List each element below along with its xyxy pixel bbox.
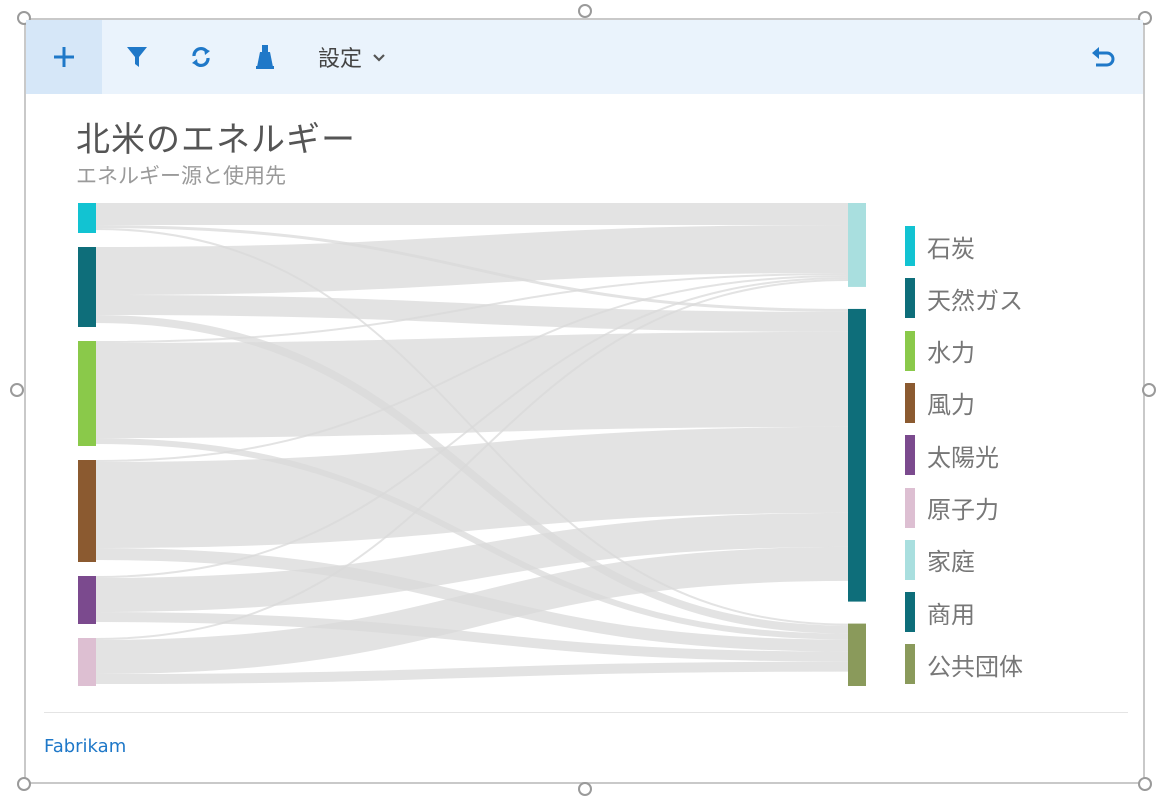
legend-swatch xyxy=(905,644,915,685)
legend-item[interactable]: 商用 xyxy=(905,592,975,633)
sankey-link[interactable] xyxy=(95,546,849,674)
legend-label: 太陽光 xyxy=(927,443,999,472)
resize-handle-bottom-right[interactable] xyxy=(1138,777,1152,791)
legend-swatch xyxy=(905,226,915,266)
filter-button[interactable] xyxy=(122,20,152,94)
sankey-link[interactable] xyxy=(95,277,849,578)
legend-item[interactable]: 風力 xyxy=(905,382,975,423)
undo-button[interactable] xyxy=(1086,20,1120,94)
legend-item[interactable]: 公共団体 xyxy=(905,644,1023,685)
sankey-link[interactable] xyxy=(95,295,849,332)
sankey-link[interactable] xyxy=(95,273,849,343)
clear-format-button[interactable] xyxy=(250,20,280,94)
brush-icon xyxy=(256,45,274,69)
add-icon xyxy=(54,47,74,67)
sankey-node[interactable] xyxy=(848,203,866,287)
sankey-node[interactable] xyxy=(78,247,96,327)
legend-swatch xyxy=(905,539,915,580)
legend-swatch xyxy=(905,382,915,423)
sankey-node[interactable] xyxy=(848,308,866,602)
sankey-link[interactable] xyxy=(95,426,849,548)
legend-label: 石炭 xyxy=(927,234,975,263)
legend-item[interactable]: 家庭 xyxy=(905,539,975,580)
sankey-link[interactable] xyxy=(95,661,849,684)
resize-handle-bottom-left[interactable] xyxy=(17,777,31,791)
chart-subtitle: エネルギー源と使用先 xyxy=(76,164,286,188)
resize-handle-bottom-center[interactable] xyxy=(578,782,592,796)
sankey-link[interactable] xyxy=(95,275,849,462)
legend-swatch xyxy=(905,435,915,476)
legend-label: 天然ガス xyxy=(927,286,1023,315)
sankey-node[interactable] xyxy=(78,460,96,562)
sankey-link[interactable] xyxy=(95,512,849,612)
undo-icon xyxy=(1092,47,1115,67)
legend-label: 公共団体 xyxy=(927,652,1023,681)
sankey-link[interactable] xyxy=(95,331,849,438)
sankey-node[interactable] xyxy=(78,203,96,233)
refresh-icon xyxy=(192,47,210,67)
resize-handle-top-center[interactable] xyxy=(578,4,592,18)
settings-dropdown[interactable]: 設定 xyxy=(318,20,386,94)
sankey-links xyxy=(95,202,849,684)
sankey-node[interactable] xyxy=(78,341,96,446)
sankey-nodes xyxy=(78,203,866,686)
sankey-link[interactable] xyxy=(95,225,849,295)
sankey-node[interactable] xyxy=(848,623,866,686)
add-button[interactable] xyxy=(26,20,102,94)
chart-title: 北米のエネルギー xyxy=(76,120,356,160)
refresh-button[interactable] xyxy=(186,20,216,94)
legend-label: 風力 xyxy=(927,391,975,420)
legend-item[interactable]: 水力 xyxy=(905,330,975,371)
resize-handle-middle-right[interactable] xyxy=(1142,383,1156,397)
legend-label: 水力 xyxy=(927,339,975,368)
legend-swatch xyxy=(905,278,915,319)
legend-swatch xyxy=(905,330,915,371)
visual-toolbar: 設定 xyxy=(26,20,1143,94)
chevron-down-icon xyxy=(372,48,386,67)
legend-label: 原子力 xyxy=(927,496,999,524)
legend-swatch xyxy=(905,592,915,633)
legend-item[interactable]: 石炭 xyxy=(905,226,975,266)
legend-item[interactable]: 天然ガス xyxy=(905,278,1023,319)
legend-item[interactable]: 原子力 xyxy=(905,487,999,528)
footer-divider xyxy=(44,712,1128,713)
legend-item[interactable]: 太陽光 xyxy=(905,435,999,476)
sankey-link[interactable] xyxy=(95,279,849,640)
footer-brand-link[interactable]: Fabrikam xyxy=(44,736,127,757)
resize-handle-middle-left[interactable] xyxy=(10,383,24,397)
sankey-link[interactable] xyxy=(95,438,849,640)
legend-label: 家庭 xyxy=(927,548,975,577)
legend-label: 商用 xyxy=(927,600,975,629)
settings-label: 設定 xyxy=(318,47,363,72)
filter-icon xyxy=(127,47,147,67)
sankey-node[interactable] xyxy=(78,638,96,686)
legend-swatch xyxy=(905,487,915,528)
sankey-node[interactable] xyxy=(78,576,96,624)
